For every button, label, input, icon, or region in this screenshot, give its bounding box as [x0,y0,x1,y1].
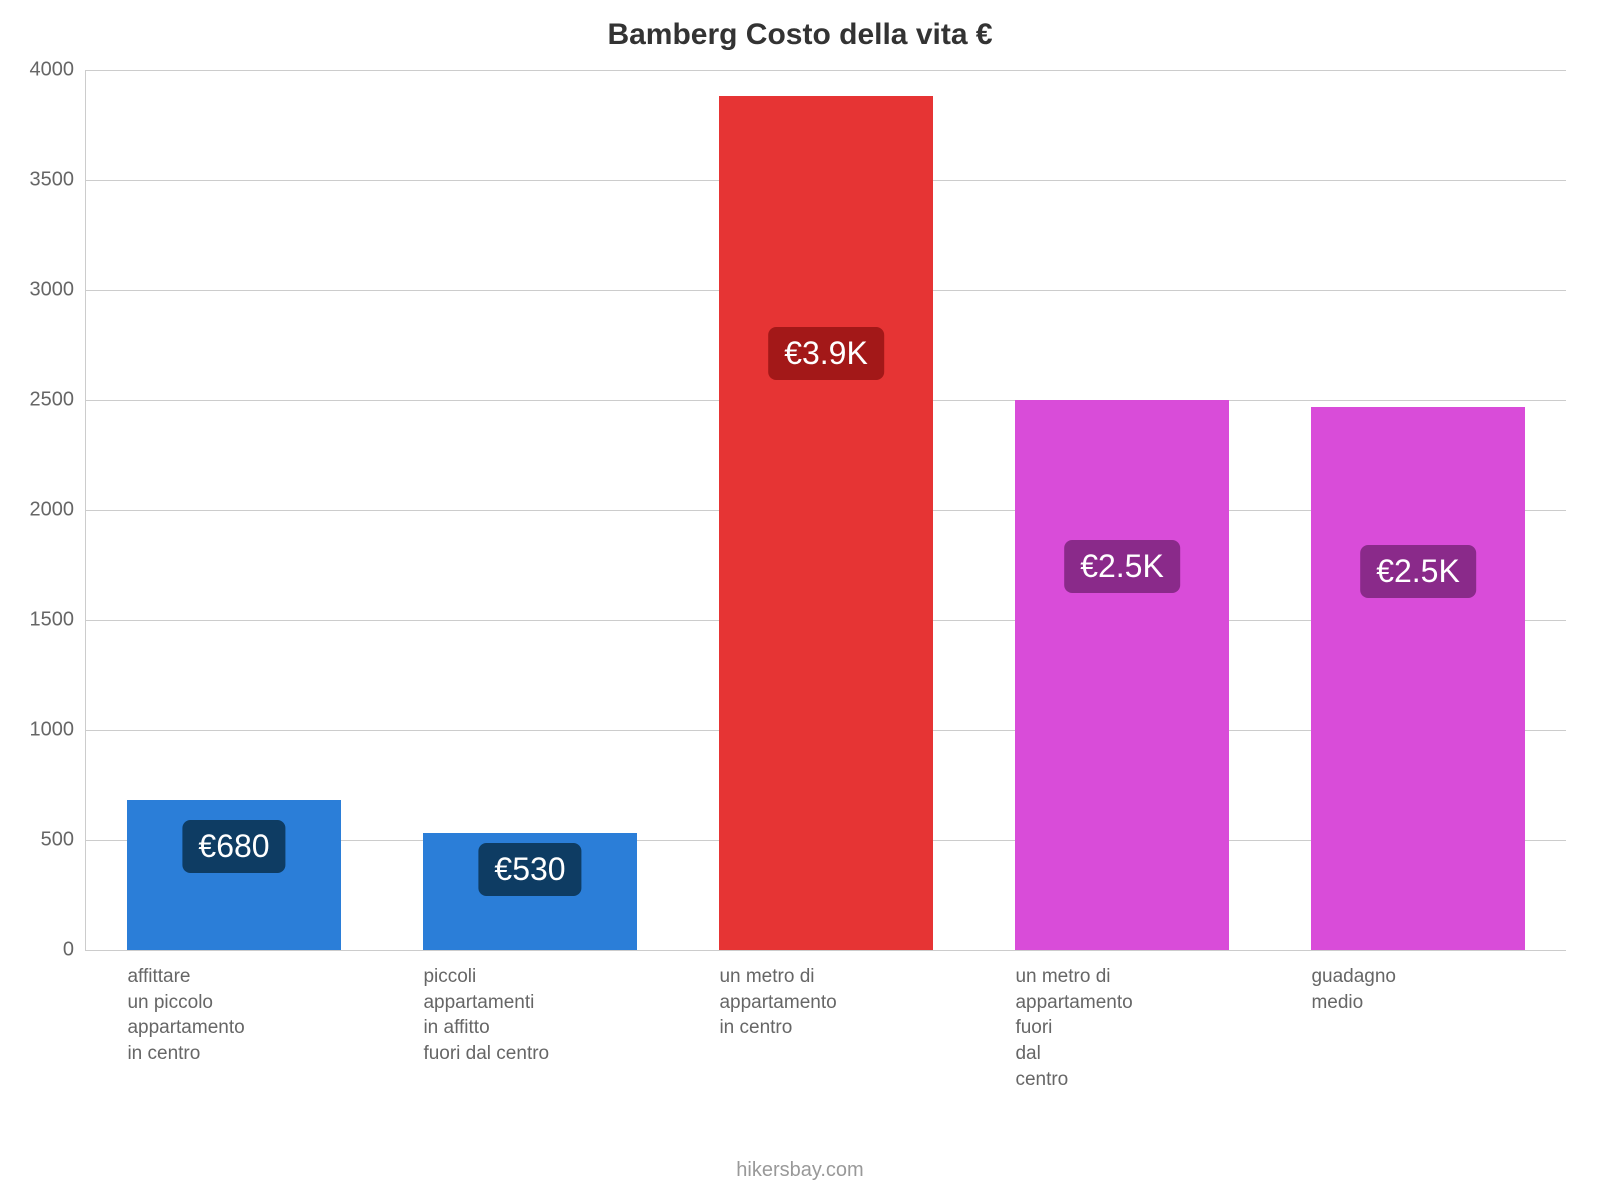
bar [719,96,932,950]
y-tick-label: 2000 [30,499,87,522]
bar-slot: €2.5K [974,70,1270,950]
x-tick-label: piccoli appartamenti in affitto fuori da… [423,964,636,1067]
chart-title: Bamberg Costo della vita € [0,18,1600,52]
y-tick-label: 1500 [30,609,87,632]
bar [1311,407,1524,950]
bar-slot: €3.9K [678,70,974,950]
cost-of-living-chart: Bamberg Costo della vita € 0500100015002… [0,0,1600,1200]
x-tick-label: affittare un piccolo appartamento in cen… [127,964,340,1067]
y-tick-label: 500 [41,829,86,852]
bar-slot: €530 [382,70,678,950]
y-tick-label: 0 [63,939,86,962]
y-tick-label: 4000 [30,59,87,82]
y-tick-label: 2500 [30,389,87,412]
x-tick-label: un metro di appartamento in centro [719,964,932,1041]
bar-slot: €2.5K [1270,70,1566,950]
value-badge: €3.9K [768,327,884,380]
y-tick-label: 1000 [30,719,87,742]
bar-slot: €680 [86,70,382,950]
y-tick-label: 3500 [30,169,87,192]
plot-area: 05001000150020002500300035004000 €680€53… [85,70,1566,951]
bar [1015,400,1228,950]
value-badge: €2.5K [1064,540,1180,593]
x-tick-label: un metro di appartamento fuori dal centr… [1015,964,1228,1092]
y-tick-label: 3000 [30,279,87,302]
bars-container: €680 €530 €3.9K €2.5K €2.5K [86,70,1566,950]
value-badge: €680 [182,820,285,873]
x-tick-label: guadagno medio [1311,964,1524,1015]
value-badge: €530 [478,843,581,896]
attribution-text: hikersbay.com [0,1159,1600,1182]
value-badge: €2.5K [1360,545,1476,598]
